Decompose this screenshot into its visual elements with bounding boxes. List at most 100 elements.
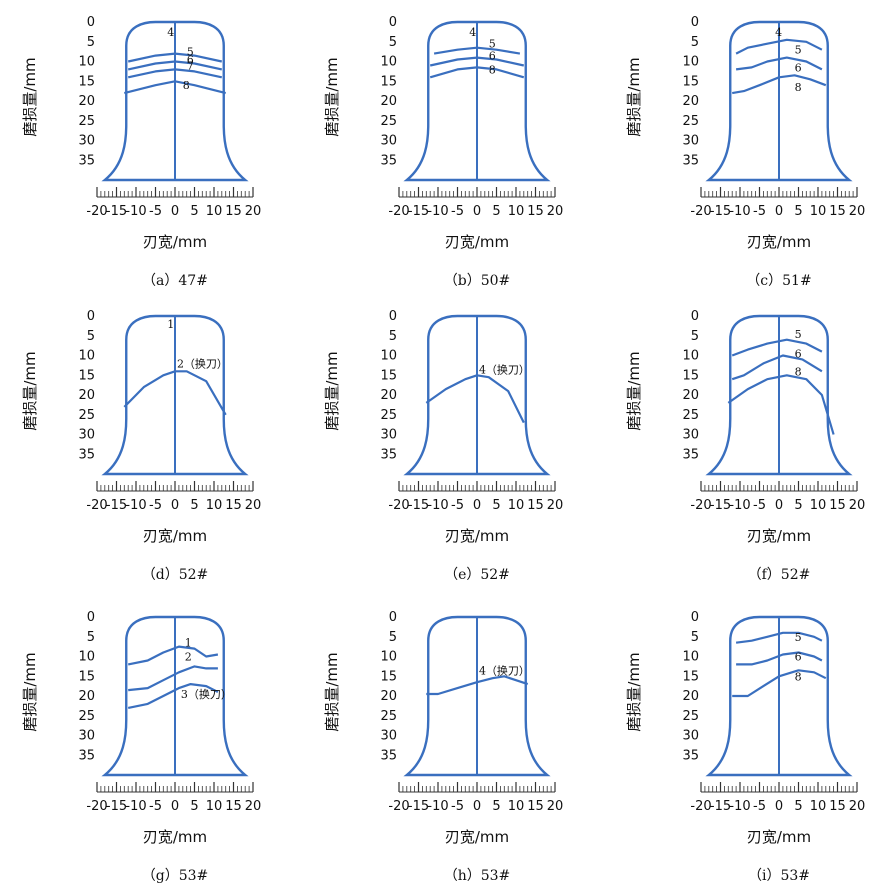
- curve-label: 1: [167, 318, 174, 331]
- x-tick-label: -5: [753, 204, 766, 219]
- x-tick-label: -20: [388, 799, 409, 814]
- y-tick-label: 30: [682, 428, 699, 443]
- y-tick-label: 25: [78, 709, 95, 724]
- y-tick-label: 20: [78, 689, 95, 704]
- x-axis-label: 刃宽/mm: [143, 828, 207, 846]
- y-axis-label: 磨损量/mm: [625, 57, 643, 136]
- curve-label: 5: [187, 46, 194, 59]
- wear-curve-5: [127, 52, 223, 63]
- y-tick-label: 25: [682, 408, 699, 423]
- y-tick-label: 30: [78, 134, 95, 149]
- curve-label: 6: [489, 50, 496, 63]
- y-tick-label: 10: [78, 349, 95, 364]
- wear-curve-6: [736, 651, 823, 666]
- y-tick-label: 20: [682, 689, 699, 704]
- x-tick-label: 5: [492, 498, 500, 513]
- y-tick-label: 10: [682, 650, 699, 665]
- x-axis-label: 刃宽/mm: [445, 233, 509, 251]
- curve-label: 2（换刀）: [177, 356, 228, 370]
- x-tick-label: 10: [508, 799, 525, 814]
- y-tick-label: 0: [691, 309, 699, 324]
- y-tick-label: 15: [78, 368, 95, 383]
- x-tick-label: 15: [527, 799, 544, 814]
- x-tick-label: 0: [473, 799, 481, 814]
- panel-caption: （f）52#: [748, 567, 811, 583]
- panel-caption: （g）53#: [142, 868, 209, 884]
- x-tick-label: 5: [492, 204, 500, 219]
- y-tick-label: 20: [682, 94, 699, 109]
- x-tick-label: -5: [149, 204, 162, 219]
- x-tick-label: -10: [729, 799, 750, 814]
- x-tick-label: -10: [427, 799, 448, 814]
- x-tick-label: 20: [245, 498, 262, 513]
- x-tick-label: -10: [125, 204, 146, 219]
- curve-label: 1: [185, 637, 192, 650]
- x-tick-label: -5: [149, 498, 162, 513]
- x-tick-label: 0: [171, 204, 179, 219]
- y-tick-label: 5: [87, 630, 95, 645]
- y-tick-label: 0: [389, 309, 397, 324]
- x-tick-label: 15: [225, 498, 242, 513]
- cutter-outline: [705, 615, 853, 777]
- y-tick-label: 35: [682, 447, 699, 462]
- wear-curve-8: [732, 74, 827, 95]
- y-tick-label: 10: [682, 55, 699, 70]
- y-tick-label: 5: [691, 35, 699, 50]
- wear-curve-4: [425, 374, 525, 424]
- curve-label: 4（换刀）: [479, 362, 530, 376]
- x-axis-label: 刃宽/mm: [445, 527, 509, 545]
- y-tick-label: 30: [380, 134, 397, 149]
- curve-label: 6: [187, 54, 194, 67]
- wear-curve-3: [127, 682, 219, 709]
- x-axis-label: 刃宽/mm: [445, 828, 509, 846]
- x-tick-label: 15: [829, 204, 846, 219]
- x-tick-label: 20: [547, 204, 564, 219]
- x-tick-label: -10: [729, 204, 750, 219]
- x-tick-label: -5: [753, 799, 766, 814]
- wear-curve-7: [127, 68, 223, 79]
- y-tick-label: 15: [380, 368, 397, 383]
- y-tick-label: 5: [87, 329, 95, 344]
- y-tick-label: 5: [389, 329, 397, 344]
- y-axis-label: 磨损量/mm: [323, 57, 341, 136]
- panel-caption: （d）52#: [142, 567, 209, 583]
- y-tick-label: 5: [691, 329, 699, 344]
- curve-label: 5: [795, 328, 802, 341]
- curve-label: 6: [795, 348, 802, 361]
- y-tick-label: 10: [380, 55, 397, 70]
- y-tick-label: 35: [682, 748, 699, 763]
- y-tick-label: 25: [78, 114, 95, 129]
- panel-caption: （h）53#: [444, 868, 511, 884]
- y-axis-label: 磨损量/mm: [625, 652, 643, 731]
- x-tick-label: -5: [451, 799, 464, 814]
- x-tick-label: 20: [547, 498, 564, 513]
- x-tick-label: -5: [451, 204, 464, 219]
- x-tick-label: -5: [451, 498, 464, 513]
- y-tick-label: 30: [380, 428, 397, 443]
- x-tick-label: 5: [190, 799, 198, 814]
- x-tick-label: -20: [86, 204, 107, 219]
- x-tick-label: 20: [849, 799, 866, 814]
- wear-curve-8: [124, 80, 226, 95]
- x-tick-label: 0: [775, 204, 783, 219]
- panel-caption: （a）47#: [142, 273, 208, 289]
- x-tick-label: 20: [849, 204, 866, 219]
- wear-curve-5: [433, 46, 521, 55]
- x-tick-label: -5: [149, 799, 162, 814]
- y-tick-label: 0: [87, 610, 95, 625]
- wear-curve-8: [732, 669, 827, 698]
- x-tick-label: -10: [427, 204, 448, 219]
- y-tick-label: 10: [380, 349, 397, 364]
- y-tick-label: 0: [691, 15, 699, 30]
- y-tick-label: 25: [682, 114, 699, 129]
- x-tick-label: 20: [849, 498, 866, 513]
- y-tick-label: 25: [380, 709, 397, 724]
- x-tick-label: 10: [508, 204, 525, 219]
- y-tick-label: 15: [380, 74, 397, 89]
- wear-curve-5: [731, 338, 823, 357]
- x-tick-label: -20: [388, 498, 409, 513]
